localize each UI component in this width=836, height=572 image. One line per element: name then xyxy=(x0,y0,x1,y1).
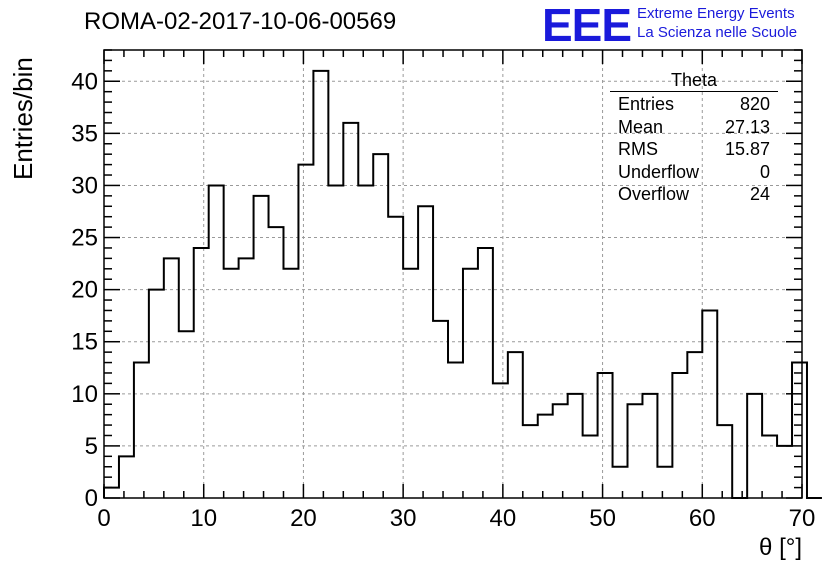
tick-labels: 0 10 20 30 40 50 60 70 0 5 10 15 20 25 30 35 40 xyxy=(71,68,815,532)
stat-row-mean: Mean 27.13 xyxy=(610,116,778,139)
y-tick-label: 10 xyxy=(71,381,98,408)
x-tick-label: 30 xyxy=(390,505,417,532)
logo-caption-line1: Extreme Energy Events xyxy=(637,5,795,22)
stat-row-rms: RMS 15.87 xyxy=(610,138,778,161)
stat-value: 27.13 xyxy=(724,116,770,137)
axis-ticks xyxy=(103,49,803,499)
y-tick-label: 35 xyxy=(71,120,98,147)
eee-logo: EEE xyxy=(542,0,632,51)
stat-value: 15.87 xyxy=(724,139,770,159)
plot-frame xyxy=(103,49,803,499)
stat-label: Underflow xyxy=(618,161,700,182)
y-tick-label: 20 xyxy=(71,277,98,304)
x-axis-label: θ [°] xyxy=(759,534,802,561)
stat-row-underflow: Underflow 0 xyxy=(610,161,778,184)
stat-row-entries: Entries 820 xyxy=(610,93,778,116)
y-tick-label: 5 xyxy=(85,433,98,460)
x-tick-label: 50 xyxy=(589,505,616,532)
logo-caption: Extreme Energy Events La Scienza nelle S… xyxy=(637,4,797,42)
y-axis-label: Entries/bin xyxy=(8,57,38,180)
x-tick-label: 20 xyxy=(290,505,317,532)
logo-caption-line2: La Scienza nelle Scuole xyxy=(637,24,798,41)
y-tick-label: 40 xyxy=(71,68,98,95)
stat-row-overflow: Overflow 24 xyxy=(610,183,778,206)
stat-value: 0 xyxy=(759,161,770,182)
stats-box: Theta Entries 820 Mean 27.13 RMS 15.87 U… xyxy=(610,70,778,206)
y-tick-label: 0 xyxy=(85,485,98,512)
grid-lines xyxy=(104,50,802,498)
x-tick-label: 60 xyxy=(689,505,716,532)
x-tick-label: 40 xyxy=(490,505,517,532)
y-tick-label: 30 xyxy=(71,172,98,199)
stat-value: 820 xyxy=(739,94,770,114)
y-tick-label: 25 xyxy=(71,225,98,252)
x-tick-label: 10 xyxy=(190,505,217,532)
stat-value: 24 xyxy=(749,184,770,204)
run-title: ROMA-02-2017-10-06-00569 xyxy=(84,8,397,35)
x-tick-label: 70 xyxy=(789,505,816,532)
stat-label: Entries xyxy=(618,94,675,114)
stat-label: Overflow xyxy=(618,184,690,204)
stat-label: RMS xyxy=(618,139,658,159)
y-tick-label: 15 xyxy=(71,329,98,356)
stats-title: Theta xyxy=(610,70,778,92)
x-tick-label: 0 xyxy=(97,505,110,532)
histogram-outline xyxy=(103,69,822,499)
stat-label: Mean xyxy=(618,116,664,137)
